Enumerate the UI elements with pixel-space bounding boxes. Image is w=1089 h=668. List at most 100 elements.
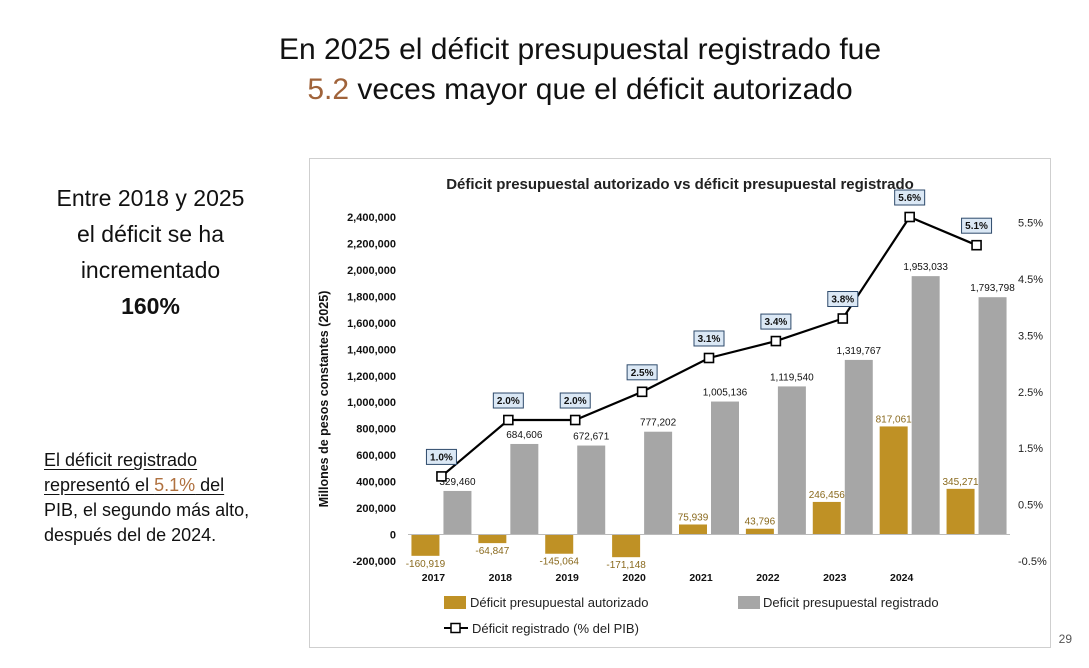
legend-swatch-authorized <box>444 596 466 609</box>
bar-registered <box>911 276 940 535</box>
bottom-note-text-2: representó el <box>44 475 155 495</box>
side-note: Entre 2018 y 2025 el déficit se ha incre… <box>28 180 273 324</box>
bottom-note-line-4: después del de 2024. <box>44 525 217 545</box>
y2-tick-label: 3.5% <box>1018 330 1043 342</box>
title-line-1: En 2025 el déficit presupuestal registra… <box>278 33 882 66</box>
side-note-percentage: 160% <box>121 293 180 319</box>
pib-label-box <box>827 291 859 308</box>
chart-title: Déficit presupuestal autorizado vs défic… <box>446 176 914 193</box>
y-tick-label: 0 <box>390 530 396 542</box>
bottom-note: El déficit registrado representó el 5.1%… <box>44 448 304 548</box>
bar-authorized <box>679 524 707 535</box>
y2-tick-label: 2.5% <box>1018 387 1043 399</box>
pib-data-label: 5.1% <box>965 221 988 232</box>
y-tick-label: 2,400,000 <box>347 212 396 224</box>
legend-label-pib: Déficit registrado (% del PIB) <box>472 621 639 636</box>
bar-registered <box>510 443 539 535</box>
pib-label-box <box>559 392 591 409</box>
bar-authorized <box>946 488 975 535</box>
pib-marker <box>436 471 447 482</box>
bar-registered <box>978 297 1007 535</box>
pib-data-label: 2.0% <box>564 396 587 407</box>
registered-data-label: 672,671 <box>573 432 610 443</box>
registered-data-label: 1,005,136 <box>703 388 748 399</box>
pib-label-box <box>425 448 457 465</box>
bar-authorized <box>478 534 507 544</box>
authorized-data-label: 75,939 <box>678 512 709 523</box>
bar-registered <box>844 359 873 535</box>
pib-data-label: 3.1% <box>698 334 721 345</box>
pib-marker <box>770 335 782 347</box>
pib-label-box <box>626 364 658 381</box>
y2-tick-label: 0.5% <box>1018 500 1043 512</box>
bar-authorized <box>612 534 641 558</box>
x-tick-label: 2018 <box>489 572 513 584</box>
y-axis-label: Millones de pesos constantes (2025) <box>317 291 331 508</box>
pib-data-label: 2.5% <box>631 368 654 379</box>
bar-authorized <box>879 426 908 535</box>
deficit-chart: Déficit presupuestal autorizado vs défic… <box>317 176 1047 636</box>
authorized-data-label: 43,796 <box>745 517 776 528</box>
bottom-note-text-1: El déficit registrado <box>44 450 198 470</box>
y2-tick-label: 1.5% <box>1018 443 1043 455</box>
bar-registered <box>777 386 806 535</box>
y-tick-label: -200,000 <box>353 556 396 568</box>
bottom-note-text-3: del <box>195 475 225 495</box>
registered-data-label: 1,793,798 <box>970 283 1015 294</box>
pib-label-box <box>693 330 725 347</box>
side-note-line-2: el déficit se ha <box>76 221 225 247</box>
registered-data-label: 329,460 <box>439 477 476 488</box>
authorized-data-label: -160,919 <box>406 559 446 570</box>
pib-data-label: 5.6% <box>898 193 921 204</box>
slide-title: En 2025 el déficit presupuestal registra… <box>0 30 1089 110</box>
side-note-line-1: Entre 2018 y 2025 <box>56 185 245 211</box>
pib-label-box <box>760 313 792 330</box>
legend-label-authorized: Déficit presupuestal autorizado <box>470 595 649 610</box>
pib-data-label: 1.0% <box>430 452 453 463</box>
pib-marker <box>503 414 514 426</box>
bar-registered <box>711 401 739 535</box>
y-tick-label: 800,000 <box>356 424 396 436</box>
y-tick-label: 1,400,000 <box>347 344 396 356</box>
pib-data-label: 3.4% <box>764 317 787 328</box>
side-note-line-3: incrementado <box>80 257 221 283</box>
y-tick-label: 1,800,000 <box>347 291 396 303</box>
page-number: 29 <box>1058 632 1072 646</box>
authorized-data-label: 345,271 <box>942 477 979 488</box>
x-tick-label: 2024 <box>890 572 914 584</box>
pib-data-label: 2.0% <box>497 396 520 407</box>
chart-container: Déficit presupuestal autorizado vs défic… <box>309 158 1051 648</box>
pib-marker <box>569 414 581 426</box>
y-tick-label: 400,000 <box>356 477 396 489</box>
x-tick-label: 2020 <box>622 572 646 584</box>
bar-registered <box>644 431 673 535</box>
legend-label-registered: Deficit presupuestal registrado <box>763 595 939 610</box>
registered-data-label: 1,953,033 <box>903 262 948 273</box>
pib-label-box <box>492 392 524 409</box>
y-tick-label: 1,600,000 <box>347 318 396 330</box>
pib-label-box <box>894 189 926 206</box>
bottom-note-line-2: representó el 5.1% del <box>44 475 224 495</box>
bottom-note-highlight: 5.1% <box>154 475 196 495</box>
x-tick-label: 2017 <box>422 572 446 584</box>
x-tick-label: 2021 <box>689 572 713 584</box>
bottom-note-line-3: PIB, el segundo más alto, <box>44 500 250 520</box>
authorized-data-label: 246,456 <box>809 490 846 501</box>
bar-authorized <box>411 534 440 556</box>
registered-data-label: 1,319,767 <box>837 346 882 357</box>
title-line-2: 5.2 veces mayor que el déficit autorizad… <box>0 70 1089 110</box>
y-tick-label: 2,200,000 <box>347 238 396 250</box>
y-tick-label: 2,000,000 <box>347 265 396 277</box>
y-tick-label: 1,000,000 <box>347 397 396 409</box>
y-tick-label: 1,200,000 <box>347 371 396 383</box>
pib-marker <box>837 313 849 324</box>
pib-marker <box>904 211 915 223</box>
registered-data-label: 1,119,540 <box>770 372 814 383</box>
pib-data-label: 3.8% <box>831 295 854 306</box>
y-tick-label: 200,000 <box>356 503 396 515</box>
pib-label-box <box>961 217 993 234</box>
legend-swatch-registered <box>738 596 760 609</box>
y2-tick-label: 5.5% <box>1018 218 1043 230</box>
bar-authorized <box>545 534 574 554</box>
bottom-note-line-1: El déficit registrado <box>44 450 197 470</box>
